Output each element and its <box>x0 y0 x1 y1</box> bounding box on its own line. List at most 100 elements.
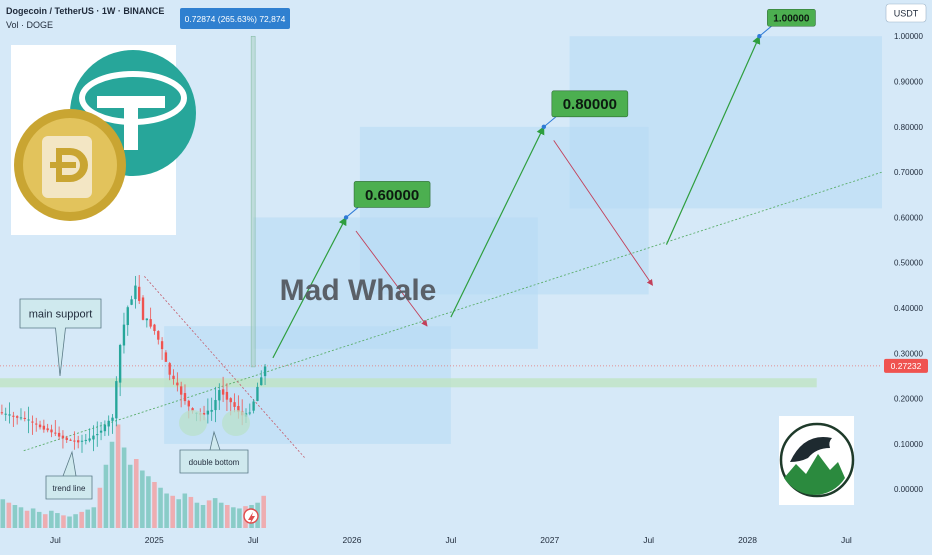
currency-label: USDT <box>894 9 919 19</box>
time-tick-label: 2027 <box>540 535 559 545</box>
volume-bar <box>225 505 230 528</box>
time-tick-label: Jul <box>841 535 852 545</box>
trend-line-text: trend line <box>53 484 86 493</box>
candle-body <box>115 381 118 419</box>
candle-body <box>172 375 175 380</box>
trend-lines <box>0 171 883 458</box>
trend-line-callout: trend line <box>45 450 93 500</box>
double-bottom-circle <box>179 410 207 436</box>
volume-bar <box>261 495 266 528</box>
target-point <box>343 215 349 220</box>
candle-body <box>229 398 232 403</box>
target-label: 0.60000 <box>365 187 419 204</box>
volume-bar <box>164 493 169 528</box>
volume-bar <box>24 510 30 528</box>
price-tick-label: 0.70000 <box>894 168 923 177</box>
price-tick-label: 0.40000 <box>894 304 923 313</box>
price-axis-bg <box>882 0 932 550</box>
candle-body <box>35 423 38 425</box>
candle-body <box>130 299 133 305</box>
candlesticks <box>0 274 267 453</box>
candle-body <box>31 421 34 423</box>
candle-body <box>80 440 84 442</box>
price-tick-label: 0.50000 <box>894 259 923 268</box>
candle-body <box>168 363 171 375</box>
measure-tool: 0.72874 (265.63%) 72,874 <box>180 8 290 368</box>
candle-body <box>69 439 72 441</box>
measure-label: 0.72874 (265.63%) 72,874 <box>185 14 286 24</box>
candle-body <box>214 400 217 411</box>
candle-body <box>126 307 129 326</box>
volume-bar <box>170 495 175 528</box>
price-tick-label: 0.60000 <box>894 213 923 222</box>
candle-body <box>149 319 152 327</box>
main-support-callout: main support <box>19 298 102 377</box>
price-tick-label: 1.00000 <box>894 32 923 41</box>
volume-bar <box>30 508 36 528</box>
volume-bar <box>140 470 145 528</box>
candle-body <box>15 416 19 418</box>
candle-body <box>8 414 11 416</box>
candle-body <box>225 391 229 400</box>
volume-bar <box>231 507 236 528</box>
volume-bar <box>127 464 133 528</box>
volume-bar <box>194 502 200 528</box>
candle-body <box>118 345 122 383</box>
candle-body <box>92 435 95 440</box>
mad-whale-watermark: Mad Whale <box>280 274 437 307</box>
replay-icon[interactable] <box>243 508 259 524</box>
target-point <box>757 34 762 39</box>
time-tick-label: Jul <box>445 535 456 545</box>
annotation-labels: 0.60000 0.80000 1.00000 main support trend l… <box>19 8 816 500</box>
volume-bar <box>18 507 24 528</box>
volume-bar <box>49 510 54 528</box>
whale-icon <box>790 437 832 462</box>
volume-bar <box>206 500 212 528</box>
volume-bar <box>85 509 91 528</box>
volume-bar <box>67 516 72 528</box>
double-bottom-callout: double bottom <box>179 430 249 474</box>
candle-body <box>145 318 149 321</box>
candle-body <box>99 430 103 433</box>
price-tick-label: 0.90000 <box>894 78 923 87</box>
target-pointer <box>345 207 359 218</box>
candle-body <box>233 402 236 407</box>
candle-body <box>42 425 46 430</box>
candle-body <box>176 382 179 386</box>
candle-body <box>157 331 160 340</box>
projection-arrow-up <box>665 35 761 245</box>
candle-body <box>252 401 255 411</box>
candle-body <box>4 413 7 415</box>
candle-body <box>103 424 107 432</box>
target-label: 1.00000 <box>773 13 810 24</box>
candle-body <box>77 440 80 443</box>
currency-tag[interactable] <box>885 3 927 23</box>
volume-bar <box>182 493 188 528</box>
time-tick-label: Jul <box>643 535 654 545</box>
candle-body <box>27 419 30 421</box>
candle-body <box>107 420 110 427</box>
candle-body <box>183 393 187 402</box>
candle-body <box>179 386 183 395</box>
candle-body <box>57 432 61 437</box>
target-pointer <box>543 116 557 128</box>
candle-body <box>160 341 164 350</box>
price-tick-label: 0.20000 <box>894 395 923 404</box>
volume-bar <box>176 499 182 528</box>
candle-body <box>138 286 141 301</box>
candle-body <box>221 389 225 395</box>
candle-body <box>65 437 68 440</box>
candle-body <box>50 429 53 433</box>
projection-arrow-down <box>553 140 653 286</box>
last-price-label: 0.27232 <box>891 361 922 371</box>
main-support-band <box>0 378 817 388</box>
price-tick-label: 0.10000 <box>894 440 923 449</box>
volume-bar <box>188 496 194 528</box>
volume-legend: Vol · DOGE <box>6 20 54 30</box>
candle-body <box>61 435 65 439</box>
volume-bar <box>121 447 127 528</box>
volume-bar <box>237 508 242 528</box>
projection-arrows <box>272 35 761 359</box>
